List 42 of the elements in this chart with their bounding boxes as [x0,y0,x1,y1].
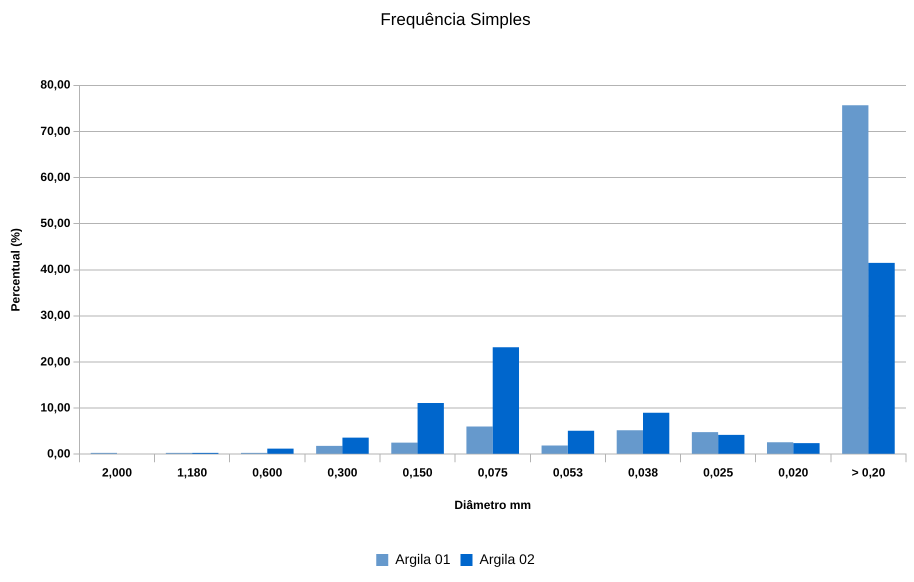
x-tick-label: > 0,20 [852,466,886,480]
y-axis-title: Percentual (%) [8,228,23,312]
bar [718,434,744,454]
x-tick-label: 0,150 [402,466,433,480]
x-tick-label: 0,300 [327,466,358,480]
bar [766,442,794,454]
x-tick-label: 0,020 [778,466,809,480]
chart-title: Frequência Simples [380,10,531,29]
bar [868,262,895,454]
y-tick-label: 60,00 [40,170,71,184]
x-tick-label: 2,000 [102,466,132,480]
x-tick-label: 0,025 [703,466,734,480]
x-tick-label: 1,180 [177,466,208,480]
y-tick-label: 30,00 [40,308,71,322]
bar [842,105,868,454]
bar [418,403,444,454]
y-tick-label: 50,00 [40,216,71,230]
x-tick-label: 0,038 [628,466,658,480]
y-tick-label: 0,00 [47,446,71,461]
legend-label: Argila 02 [480,550,535,567]
bar [342,438,369,454]
y-tick-label: 10,00 [40,400,71,414]
bar [316,446,342,454]
bar [466,426,493,454]
bar [692,432,718,454]
bar [643,412,670,454]
x-axis-title: Diâmetro mm [454,498,532,512]
bar [793,443,820,454]
bar [542,445,568,454]
bar [616,430,643,454]
legend-label: Argila 01 [395,550,451,567]
y-tick-label: 70,00 [40,124,71,138]
x-tick-label: 0,053 [552,466,584,480]
x-tick-label: 0,600 [252,466,283,480]
x-tick-label: 0,075 [478,466,508,480]
bar [267,448,294,454]
y-tick-label: 80,00 [40,78,71,92]
bar [492,347,520,454]
bar [391,442,418,454]
bar [568,430,594,454]
y-tick-label: 20,00 [40,354,71,368]
y-tick-label: 40,00 [40,262,71,276]
